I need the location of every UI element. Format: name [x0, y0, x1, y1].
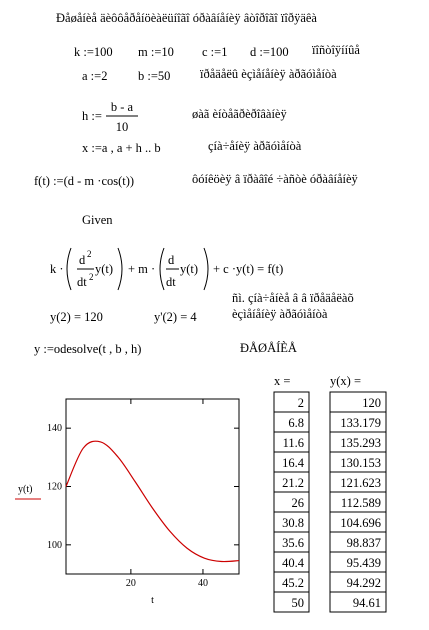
math: c :=1: [202, 45, 227, 59]
table-cell: 120: [362, 396, 381, 410]
y-tick-label: 120: [47, 482, 62, 493]
paren: [117, 247, 123, 291]
table-cell: 135.293: [340, 436, 381, 450]
table-header: y(x) =: [330, 374, 361, 388]
math: y :=odesolve(t , b , h): [34, 342, 141, 356]
math: y'(2) = 4: [154, 310, 197, 324]
note: øàã èíòåãðèðîâàíèÿ: [192, 107, 287, 121]
series-line: [65, 440, 240, 563]
table-cell: 98.837: [347, 536, 381, 550]
table-cell: 35.6: [282, 536, 304, 550]
paren: [159, 247, 165, 291]
table-cell: 94.292: [347, 576, 381, 590]
math: a :=2: [82, 69, 107, 83]
y-tick-label: 100: [47, 540, 62, 551]
note: ôóíêöèÿ â ïðàâîé ÷àñòè óðàâíåíèÿ: [192, 172, 359, 186]
x-axis-label: t: [151, 595, 154, 606]
table-cell: 94.61: [353, 596, 381, 610]
table-cell: 2: [298, 396, 304, 410]
table-column: [273, 391, 310, 613]
math: d: [168, 253, 175, 267]
table-cell: 40.4: [282, 556, 305, 570]
plot-frame: [65, 398, 240, 575]
table-cell: 26: [292, 496, 305, 510]
table-cell: 133.179: [340, 416, 381, 430]
table-cell: 45.2: [282, 576, 304, 590]
math: 2: [89, 272, 94, 282]
math: d :=100: [250, 45, 289, 59]
math: f(t) :=(d - m ·cos(t)): [34, 174, 134, 188]
paren: [66, 247, 72, 291]
table-cell: 11.6: [283, 436, 304, 450]
note: çíà÷åíèÿ àðãóìåíòà: [208, 139, 302, 153]
math: m :=10: [138, 45, 174, 59]
table-column: [329, 391, 387, 613]
table-cell: 95.439: [347, 556, 381, 570]
table-header: x =: [274, 374, 290, 388]
x-tick-label: 40: [198, 578, 208, 589]
math: d: [79, 253, 86, 267]
note: ñì. çíà÷åíèå â â ïðåäåëàõ: [232, 291, 354, 305]
math: k ·: [50, 262, 64, 276]
math: b :=50: [138, 69, 170, 83]
table-cell: 121.623: [340, 476, 381, 490]
math: dt: [166, 275, 176, 289]
math: y(t): [95, 262, 113, 276]
title: Ðåøåíèå äèôôåðåíöèàëüíîãî óðàâíåíèÿ âòîð…: [56, 11, 317, 25]
table-cell: 16.4: [282, 456, 305, 470]
math: Given: [82, 213, 113, 227]
table-cell: 50: [292, 596, 305, 610]
math: x :=a , a + h .. b: [82, 141, 161, 155]
math: y(t): [180, 262, 198, 276]
ode: k · d 2 dt 2 y(t) + m · d dt y(t) + c ·y…: [50, 247, 283, 291]
y-tick-label: 140: [47, 423, 62, 434]
note: ïîñòîÿííûå: [311, 43, 360, 57]
paren: [203, 247, 209, 291]
table-cell: 112.589: [341, 496, 381, 510]
math: 10: [116, 120, 129, 134]
table-cell: 104.696: [340, 516, 381, 530]
math: 2: [87, 249, 92, 259]
math: + c ·y(t) = f(t): [213, 262, 283, 276]
math: dt: [77, 275, 87, 289]
plot: 20 40 100 120 140 t y(t): [15, 399, 240, 606]
x-tick-label: 20: [126, 578, 136, 589]
math: h :=: [82, 109, 102, 123]
legend-label: y(t): [18, 484, 32, 495]
table-cell: 130.153: [340, 456, 381, 470]
table-cell: 21.2: [282, 476, 304, 490]
math: k :=100: [74, 45, 113, 59]
note: èçìåíåíèÿ àðãóìåíòà: [232, 307, 328, 321]
math: + m ·: [128, 262, 155, 276]
math: b - a: [111, 100, 134, 114]
table-cell: 6.8: [288, 416, 304, 430]
note: ÐÅØÅÍÈÅ: [240, 341, 297, 355]
math: y(2) = 120: [50, 310, 103, 324]
note: ïðåäåëû èçìåíåíèÿ àðãóìåíòà: [199, 67, 337, 81]
table-cell: 30.8: [282, 516, 304, 530]
result-table: 2 120 6.8 133.179 11.6 135.293 16.4 130.153 21.2…: [273, 391, 387, 613]
